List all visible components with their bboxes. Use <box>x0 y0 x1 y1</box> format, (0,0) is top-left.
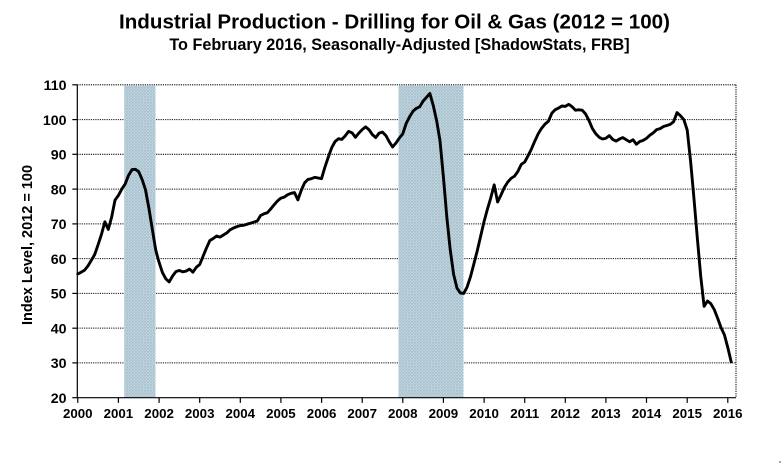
svg-text:2010: 2010 <box>469 406 499 421</box>
svg-text:90: 90 <box>51 148 67 164</box>
svg-text:70: 70 <box>51 217 67 233</box>
svg-text:2007: 2007 <box>347 406 377 421</box>
svg-text:Index Level, 2012 = 100: Index Level, 2012 = 100 <box>20 165 36 325</box>
svg-text:30: 30 <box>51 356 67 372</box>
svg-text:2012: 2012 <box>551 406 581 421</box>
svg-text:100: 100 <box>43 113 67 129</box>
svg-text:2016: 2016 <box>713 406 743 421</box>
svg-text:To February 2016, Seasonally-A: To February 2016, Seasonally-Adjusted [S… <box>169 36 629 54</box>
svg-text:2002: 2002 <box>144 406 174 421</box>
svg-text:2008: 2008 <box>388 406 418 421</box>
svg-text:60: 60 <box>51 252 67 268</box>
svg-text:40: 40 <box>51 322 67 338</box>
svg-text:2014: 2014 <box>632 406 662 421</box>
svg-text:2013: 2013 <box>591 406 621 421</box>
svg-text:20: 20 <box>51 391 67 407</box>
svg-text:2005: 2005 <box>266 406 296 421</box>
svg-text:2011: 2011 <box>510 406 539 421</box>
svg-text:2000: 2000 <box>63 406 93 421</box>
svg-text:2006: 2006 <box>307 406 337 421</box>
svg-text:2001: 2001 <box>104 406 134 421</box>
svg-text:2004: 2004 <box>226 406 256 421</box>
svg-text:80: 80 <box>51 182 67 198</box>
svg-text:110: 110 <box>44 78 67 94</box>
svg-text:2003: 2003 <box>185 406 215 421</box>
svg-text:50: 50 <box>51 287 67 303</box>
svg-text:Industrial Production - Drilli: Industrial Production - Drilling for Oil… <box>119 11 670 34</box>
svg-text:2009: 2009 <box>429 406 459 421</box>
svg-text:2015: 2015 <box>672 406 702 421</box>
